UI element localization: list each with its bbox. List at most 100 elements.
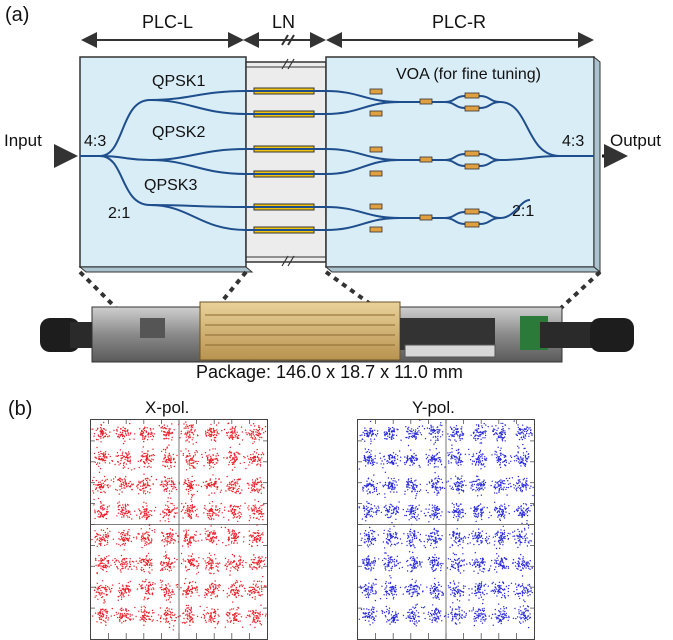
constellation-point — [112, 584, 113, 585]
constellation-point — [366, 561, 367, 562]
constellation-point — [105, 589, 106, 590]
constellation-point — [101, 609, 102, 610]
constellation-point — [249, 530, 250, 531]
constellation-point — [189, 425, 190, 426]
constellation-point — [127, 460, 128, 461]
constellation-point — [426, 458, 427, 459]
constellation-point — [164, 431, 165, 432]
constellation-point — [205, 589, 206, 590]
constellation-point — [363, 432, 364, 433]
constellation-point — [151, 541, 152, 542]
constellation-point — [386, 591, 387, 592]
constellation-point — [142, 536, 143, 537]
constellation-point — [147, 537, 148, 538]
constellation-point — [107, 506, 108, 507]
constellation-point — [143, 461, 144, 462]
constellation-point — [103, 602, 104, 603]
constellation-point — [121, 563, 122, 564]
constellation-point — [393, 594, 394, 595]
constellation-point — [101, 529, 102, 530]
constellation-point — [255, 437, 256, 438]
constellation-point — [123, 609, 124, 610]
constellation-point — [119, 437, 120, 438]
constellation-point — [372, 536, 373, 537]
constellation-point — [211, 584, 212, 585]
constellation-point — [435, 442, 436, 443]
constellation-point — [127, 540, 128, 541]
constellation-point — [102, 460, 103, 461]
constellation-point — [388, 620, 389, 621]
constellation-point — [100, 568, 101, 569]
constellation-point — [412, 464, 413, 465]
constellation-point — [195, 461, 196, 462]
constellation-point — [393, 598, 394, 599]
constellation-point — [210, 592, 211, 593]
constellation-point — [99, 487, 100, 488]
constellation-point — [432, 426, 433, 427]
constellation-point — [144, 513, 145, 514]
constellation-point — [186, 605, 187, 606]
constellation-point — [392, 431, 393, 432]
constellation-point — [189, 615, 190, 616]
constellation-point — [101, 563, 102, 564]
constellation-point — [170, 612, 171, 613]
constellation-point — [254, 513, 255, 514]
constellation-point — [144, 428, 145, 429]
constellation-point — [230, 488, 231, 489]
constellation-point — [260, 537, 261, 538]
constellation-point — [409, 543, 410, 544]
constellation-point — [212, 513, 213, 514]
constellation-point — [185, 512, 186, 513]
constellation-point — [409, 519, 410, 520]
constellation-point — [100, 585, 101, 586]
constellation-point — [149, 433, 150, 434]
constellation-point — [127, 588, 128, 589]
constellation-point — [174, 507, 175, 508]
split-right-label: 2:1 — [512, 203, 534, 221]
constellation-point — [413, 453, 414, 454]
constellation-point — [195, 510, 196, 511]
constellation-point — [232, 491, 233, 492]
constellation-point — [228, 544, 229, 545]
constellation-point — [391, 536, 392, 537]
constellation-point — [408, 433, 409, 434]
constellation-point — [212, 501, 213, 502]
constellation-point — [376, 514, 377, 515]
constellation-point — [99, 612, 100, 613]
constellation-point — [253, 513, 254, 514]
constellation-point — [126, 611, 127, 612]
constellation-point — [189, 617, 190, 618]
constellation-point — [169, 460, 170, 461]
constellation-point — [141, 540, 142, 541]
constellation-point — [145, 621, 146, 622]
constellation-point — [104, 514, 105, 515]
constellation-point — [234, 454, 235, 455]
constellation-point — [391, 621, 392, 622]
constellation-point — [141, 618, 142, 619]
panel-b-label: (b) — [8, 398, 32, 421]
constellation-point — [169, 433, 170, 434]
constellation-point — [100, 456, 101, 457]
constellation-point — [262, 542, 263, 543]
constellation-point — [252, 482, 253, 483]
constellation-point — [144, 609, 145, 610]
constellation-point — [188, 508, 189, 509]
constellation-point — [420, 534, 421, 535]
constellation-point — [241, 584, 242, 585]
constellation-point — [211, 484, 212, 485]
constellation-point — [96, 621, 97, 622]
constellation-point — [225, 545, 226, 546]
constellation-point — [219, 510, 220, 511]
constellation-point — [240, 556, 241, 557]
constellation-point — [419, 593, 420, 594]
constellation-point — [243, 560, 244, 561]
constellation-point — [150, 488, 151, 489]
constellation-point — [171, 481, 172, 482]
constellation-point — [100, 502, 101, 503]
constellation-point — [252, 510, 253, 511]
constellation-point — [228, 529, 229, 530]
constellation-point — [369, 527, 370, 528]
constellation-point — [213, 621, 214, 622]
constellation-point — [370, 509, 371, 510]
constellation-point — [381, 586, 382, 587]
